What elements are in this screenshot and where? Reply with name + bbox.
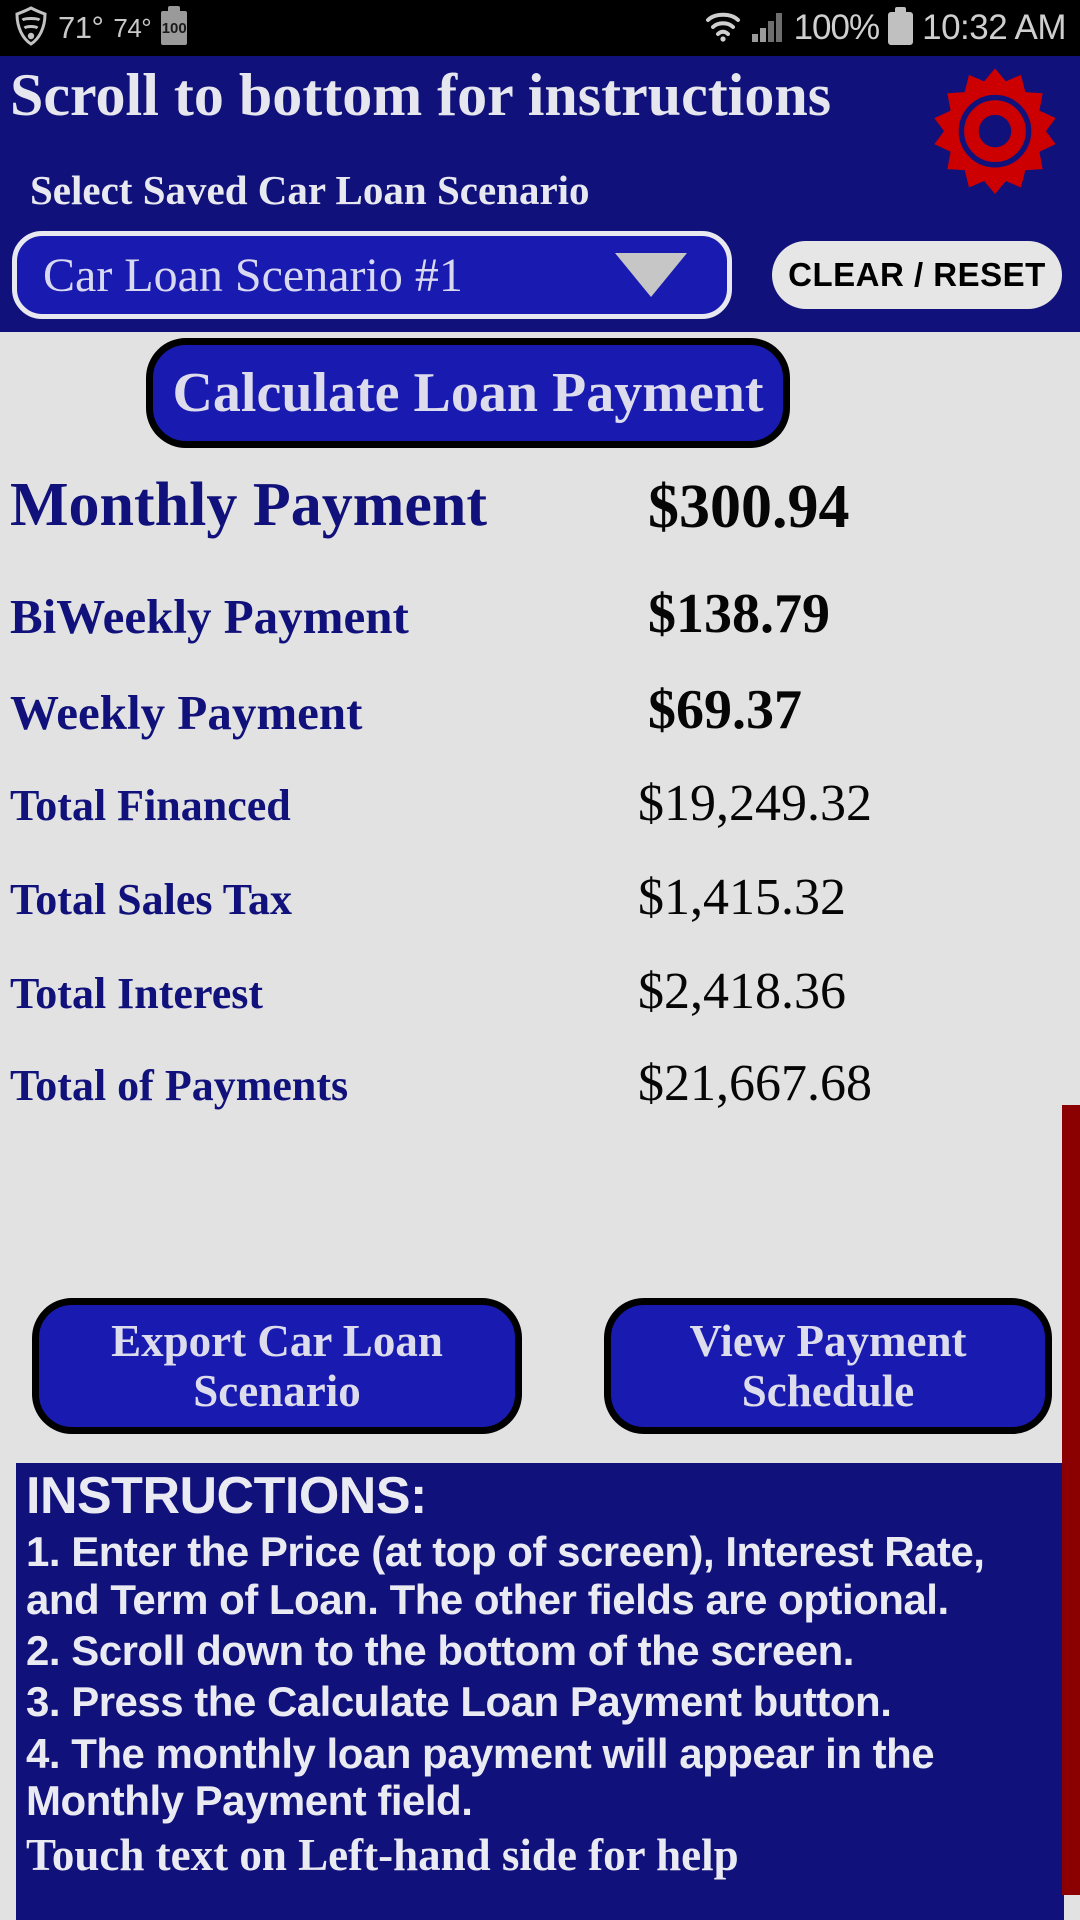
instructions-panel: INSTRUCTIONS: 1. Enter the Price (at top… <box>16 1463 1064 1920</box>
vertical-scrollbar[interactable] <box>1062 1105 1080 1895</box>
battery-badge-value: 100 <box>161 19 187 37</box>
cellular-signal-icon <box>751 10 785 47</box>
result-value: $1,415.32 <box>638 869 846 926</box>
battery-full-icon <box>888 6 914 45</box>
battery-badge-icon: 100 <box>161 6 188 45</box>
scenario-select-value: Car Loan Scenario #1 <box>43 248 463 302</box>
chevron-down-icon <box>615 253 687 297</box>
status-bar: 71° 74° 100 <box>0 0 1080 56</box>
scenario-select[interactable]: Car Loan Scenario #1 <box>12 231 732 319</box>
result-label[interactable]: Total Sales Tax <box>10 875 293 924</box>
result-label[interactable]: Total of Payments <box>10 1061 349 1110</box>
weather-shield-icon <box>14 5 48 51</box>
result-value: $69.37 <box>648 679 802 741</box>
instructions-item: 1. Enter the Price (at top of screen), I… <box>26 1528 985 1623</box>
calculate-loan-payment-button[interactable]: Calculate Loan Payment <box>146 338 790 448</box>
page-title: Scroll to bottom for instructions <box>10 62 832 128</box>
result-value: $300.94 <box>648 473 850 541</box>
temperature-secondary: 74° <box>113 12 152 43</box>
instructions-item: 2. Scroll down to the bottom of the scre… <box>26 1627 854 1675</box>
app-header: Scroll to bottom for instructions Select… <box>0 56 1080 332</box>
clock-label: 10:32 AM <box>922 8 1066 47</box>
result-label[interactable]: Weekly Payment <box>10 685 363 740</box>
result-label[interactable]: Monthly Payment <box>10 471 488 539</box>
wifi-icon <box>704 10 742 47</box>
result-value: $138.79 <box>648 583 830 645</box>
result-value: $19,249.32 <box>638 775 872 832</box>
scenario-select-label: Select Saved Car Loan Scenario <box>30 167 590 213</box>
instructions-footer: Touch text on Left-hand side for help <box>26 1829 739 1880</box>
gear-icon <box>920 68 1070 198</box>
clear-reset-button[interactable]: CLEAR / RESET <box>772 241 1062 309</box>
instructions-item: 4. The monthly loan payment will appear … <box>26 1729 935 1825</box>
instructions-item: 3. Press the Calculate Loan Payment butt… <box>26 1678 892 1726</box>
view-payment-schedule-button[interactable]: View Payment Schedule <box>604 1298 1052 1434</box>
result-label[interactable]: Total Financed <box>10 781 291 830</box>
battery-percent-label: 100% <box>793 8 881 47</box>
result-label[interactable]: Total Interest <box>10 969 263 1018</box>
result-value: $21,667.68 <box>638 1055 872 1112</box>
instructions-title: INSTRUCTIONS: <box>26 1467 427 1525</box>
export-car-loan-scenario-button[interactable]: Export Car Loan Scenario <box>32 1298 522 1434</box>
settings-button[interactable] <box>920 64 1070 194</box>
status-bar-right: 100% 10:32 AM <box>704 6 1080 48</box>
result-label[interactable]: BiWeekly Payment <box>10 589 409 644</box>
temperature-current: 71° <box>58 10 104 45</box>
status-bar-left: 71° 74° 100 <box>0 5 188 51</box>
result-value: $2,418.36 <box>638 963 846 1020</box>
